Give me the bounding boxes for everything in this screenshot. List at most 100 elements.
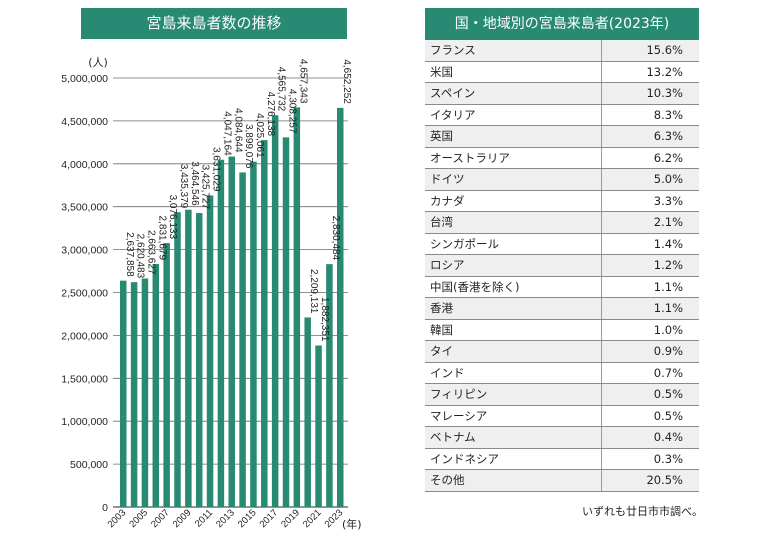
bar-2006 [152,264,160,507]
y-tick-label: 3,000,000 [61,245,108,257]
x-tick-label: 2019 [279,507,302,530]
chart-title: 宮島来島者数の推移 [81,8,347,39]
y-tick-label: 500,000 [70,459,108,471]
bar-2014 [239,172,246,507]
country-share: 1.2% [653,258,683,272]
table-row: その他 20.5% [425,470,699,492]
country-name: イタリア [425,104,602,125]
country-name: ベトナム [425,427,602,448]
country-name: 英国 [425,126,602,147]
country-share: 1.4% [653,236,683,251]
country-share: 10.3% [646,86,683,100]
table-row: イタリア 8.3% [425,104,699,126]
bar-2009 [185,209,192,508]
value-label: 2,620,483 [135,234,146,279]
value-label: 4,025,061 [254,113,265,158]
value-label: 4,657,343 [297,59,308,104]
country-share: 3.3% [653,193,683,208]
bar-layer [120,107,344,508]
y-tick-label: 4,500,000 [61,116,108,128]
table-row: 英国 6.3% [425,126,699,148]
table-row: スペイン 10.3% [425,83,699,105]
y-tick-label: 1,000,000 [61,416,108,428]
x-tick-label: 2013 [214,507,237,530]
bar-2023 [337,107,344,507]
table-row: インド 0.7% [425,362,699,384]
country-name: スペイン [425,83,602,104]
country-share: 13.2% [646,64,683,79]
value-label: 2,830,484 [330,216,341,261]
value-label: 4,276,138 [265,92,276,137]
table-row: カナダ 3.3% [425,190,699,212]
country-share: 1.1% [653,279,683,294]
bar-2005 [141,278,149,507]
value-label: 3,631,029 [211,147,222,192]
table-body: フランス 15.6% 米国 13.2% スペイン 10.3% イタリア 8.3% 英国 6.3% オ… [425,40,699,492]
country-name: 韓国 [425,319,602,340]
source-note: いずれも廿日市市調べ。 [582,505,703,518]
value-label: 3,464,546 [189,161,200,206]
country-share: 0.5% [653,408,683,423]
table-row: ベトナム 0.4% [425,427,699,449]
y-tick-label: 2,500,000 [61,288,108,300]
y-tick-label: 1,500,000 [61,373,108,385]
country-share: 0.7% [653,365,683,380]
bar-2013 [228,156,235,508]
table-row: 台湾 2.1% [425,212,699,234]
value-label: 1,882,351 [319,297,330,342]
country-name: 中国(香港を除く) [425,276,602,297]
value-label: 2,663,627 [145,230,156,275]
value-label: 4,565,732 [276,67,287,112]
y-tick-label: 5,000,000 [61,73,108,85]
country-share: 1.1% [653,301,683,315]
table-row: シンガポール 1.4% [425,233,699,255]
bar-2022 [326,264,333,507]
y-tick-label: 3,500,000 [61,202,108,214]
country-share: 0.3% [653,451,683,466]
table-row: ドイツ 5.0% [425,169,699,191]
table-row: ロシア 1.2% [425,255,699,277]
table-row: オーストラリア 6.2% [425,147,699,169]
table-row: 韓国 1.0% [425,319,699,341]
bar-2021 [315,345,322,507]
country-share: 15.6% [646,43,683,57]
x-tick-label: 2021 [301,507,324,530]
country-share-table: 国・地域別の宮島来島者(2023年) フランス 15.6% 米国 13.2% スペイン 1… [425,8,699,492]
value-label: 3,435,379 [178,164,189,209]
table-row: マレーシア 0.5% [425,405,699,427]
value-label: 4,652,252 [341,59,352,104]
table-row: フィリピン 0.5% [425,384,699,406]
country-name: フィリピン [425,384,602,405]
country-name: マレーシア [425,405,602,426]
bar-2011 [206,195,214,508]
country-name: ロシア [425,255,602,276]
value-label: 2,831,679 [156,216,167,261]
country-share: 0.4% [653,430,683,444]
value-label: 2,637,858 [124,232,135,277]
country-share: 6.3% [653,129,683,143]
bar-2012 [217,159,225,507]
country-name: その他 [425,470,602,491]
bar-2016 [261,140,268,507]
table-title: 国・地域別の宮島来島者(2023年) [425,8,699,40]
table-row: タイ 0.9% [425,341,699,363]
country-share: 0.9% [653,344,683,358]
country-name: カナダ [425,190,602,211]
x-tick-label: 2003 [106,507,129,530]
value-label: 4,308,257 [287,89,298,134]
bar-2017 [271,115,279,507]
country-share: 1.0% [653,322,683,337]
value-label-layer: 2,637,858 2,620,483 2,663,627 2,831,679 3,07… [124,59,352,342]
y-axis-unit-label: (人) [88,56,108,69]
country-name: 米国 [425,61,602,82]
country-name: インドネシア [425,448,602,469]
bar-2019 [293,107,301,508]
country-share: 0.5% [653,387,683,401]
x-tick-label: 2009 [171,507,194,530]
y-tick-label: 0 [102,502,108,514]
y-tick-label: 2,000,000 [61,330,108,342]
country-name: インド [425,362,602,383]
country-name: フランス [425,40,602,61]
value-label: 4,047,164 [221,111,232,156]
bar-2010 [195,213,203,507]
